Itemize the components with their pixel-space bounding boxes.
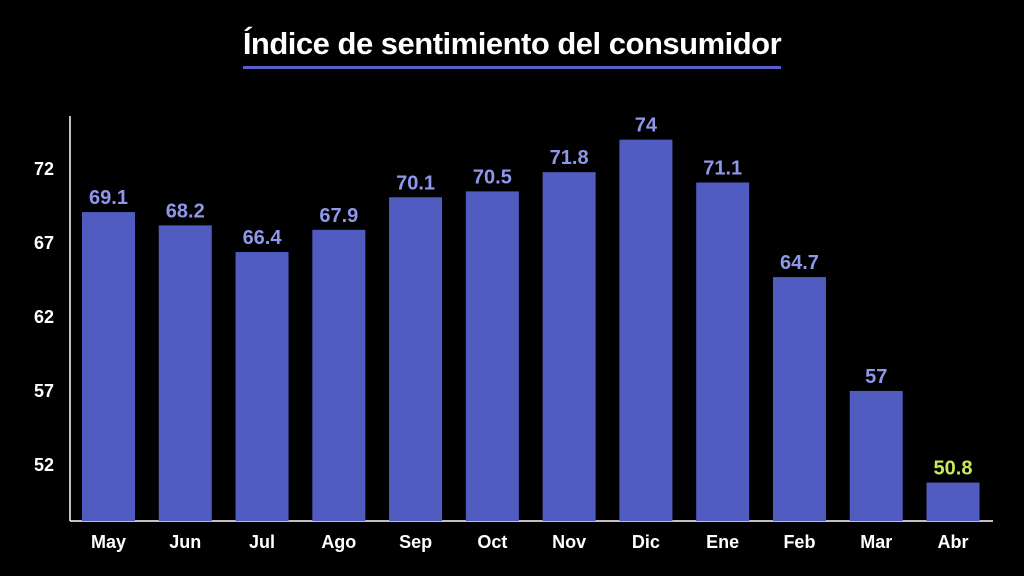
bar xyxy=(465,191,519,521)
bar xyxy=(158,225,212,521)
data-label: 50.8 xyxy=(934,458,973,480)
x-tick-label: Jul xyxy=(249,532,275,552)
x-tick-label: Jun xyxy=(169,532,201,552)
bar xyxy=(235,251,289,521)
data-label: 57 xyxy=(865,366,887,388)
data-label: 64.7 xyxy=(780,252,819,274)
chart-title-text: Índice de sentimiento del consumidor xyxy=(242,26,782,69)
x-tick-label: Feb xyxy=(783,532,815,552)
data-label: 71.1 xyxy=(703,158,742,180)
y-tick-label: 57 xyxy=(34,381,54,401)
x-tick-label: May xyxy=(91,532,126,552)
x-tick-label: Dic xyxy=(632,532,660,552)
bar xyxy=(542,172,596,521)
data-label: 70.5 xyxy=(473,166,512,188)
x-tick-label: Nov xyxy=(552,532,586,552)
data-label: 70.1 xyxy=(396,172,435,194)
data-label: 66.4 xyxy=(243,227,283,249)
bar xyxy=(696,182,750,522)
chart-title: Índice de sentimiento del consumidor xyxy=(0,26,1024,69)
x-tick-label: Abr xyxy=(938,532,969,552)
data-label: 69.1 xyxy=(89,187,128,209)
y-tick-label: 52 xyxy=(34,455,54,475)
bar xyxy=(619,139,673,521)
data-label: 74 xyxy=(635,115,658,137)
data-label: 71.8 xyxy=(550,147,589,169)
bar xyxy=(772,277,826,521)
bar xyxy=(82,212,135,521)
data-label: 68.2 xyxy=(166,200,205,222)
x-tick-label: Ene xyxy=(706,532,739,552)
bar xyxy=(849,390,903,521)
y-tick-label: 67 xyxy=(34,233,54,253)
data-label: 67.9 xyxy=(319,205,358,227)
bar xyxy=(389,197,443,521)
x-tick-label: Mar xyxy=(860,532,892,552)
bar xyxy=(926,482,980,521)
y-tick-label: 62 xyxy=(34,307,54,327)
x-tick-label: Sep xyxy=(399,532,432,552)
x-tick-label: Ago xyxy=(321,532,356,552)
x-tick-label: Oct xyxy=(477,532,507,552)
bar xyxy=(312,229,366,521)
y-tick-label: 72 xyxy=(34,159,54,179)
